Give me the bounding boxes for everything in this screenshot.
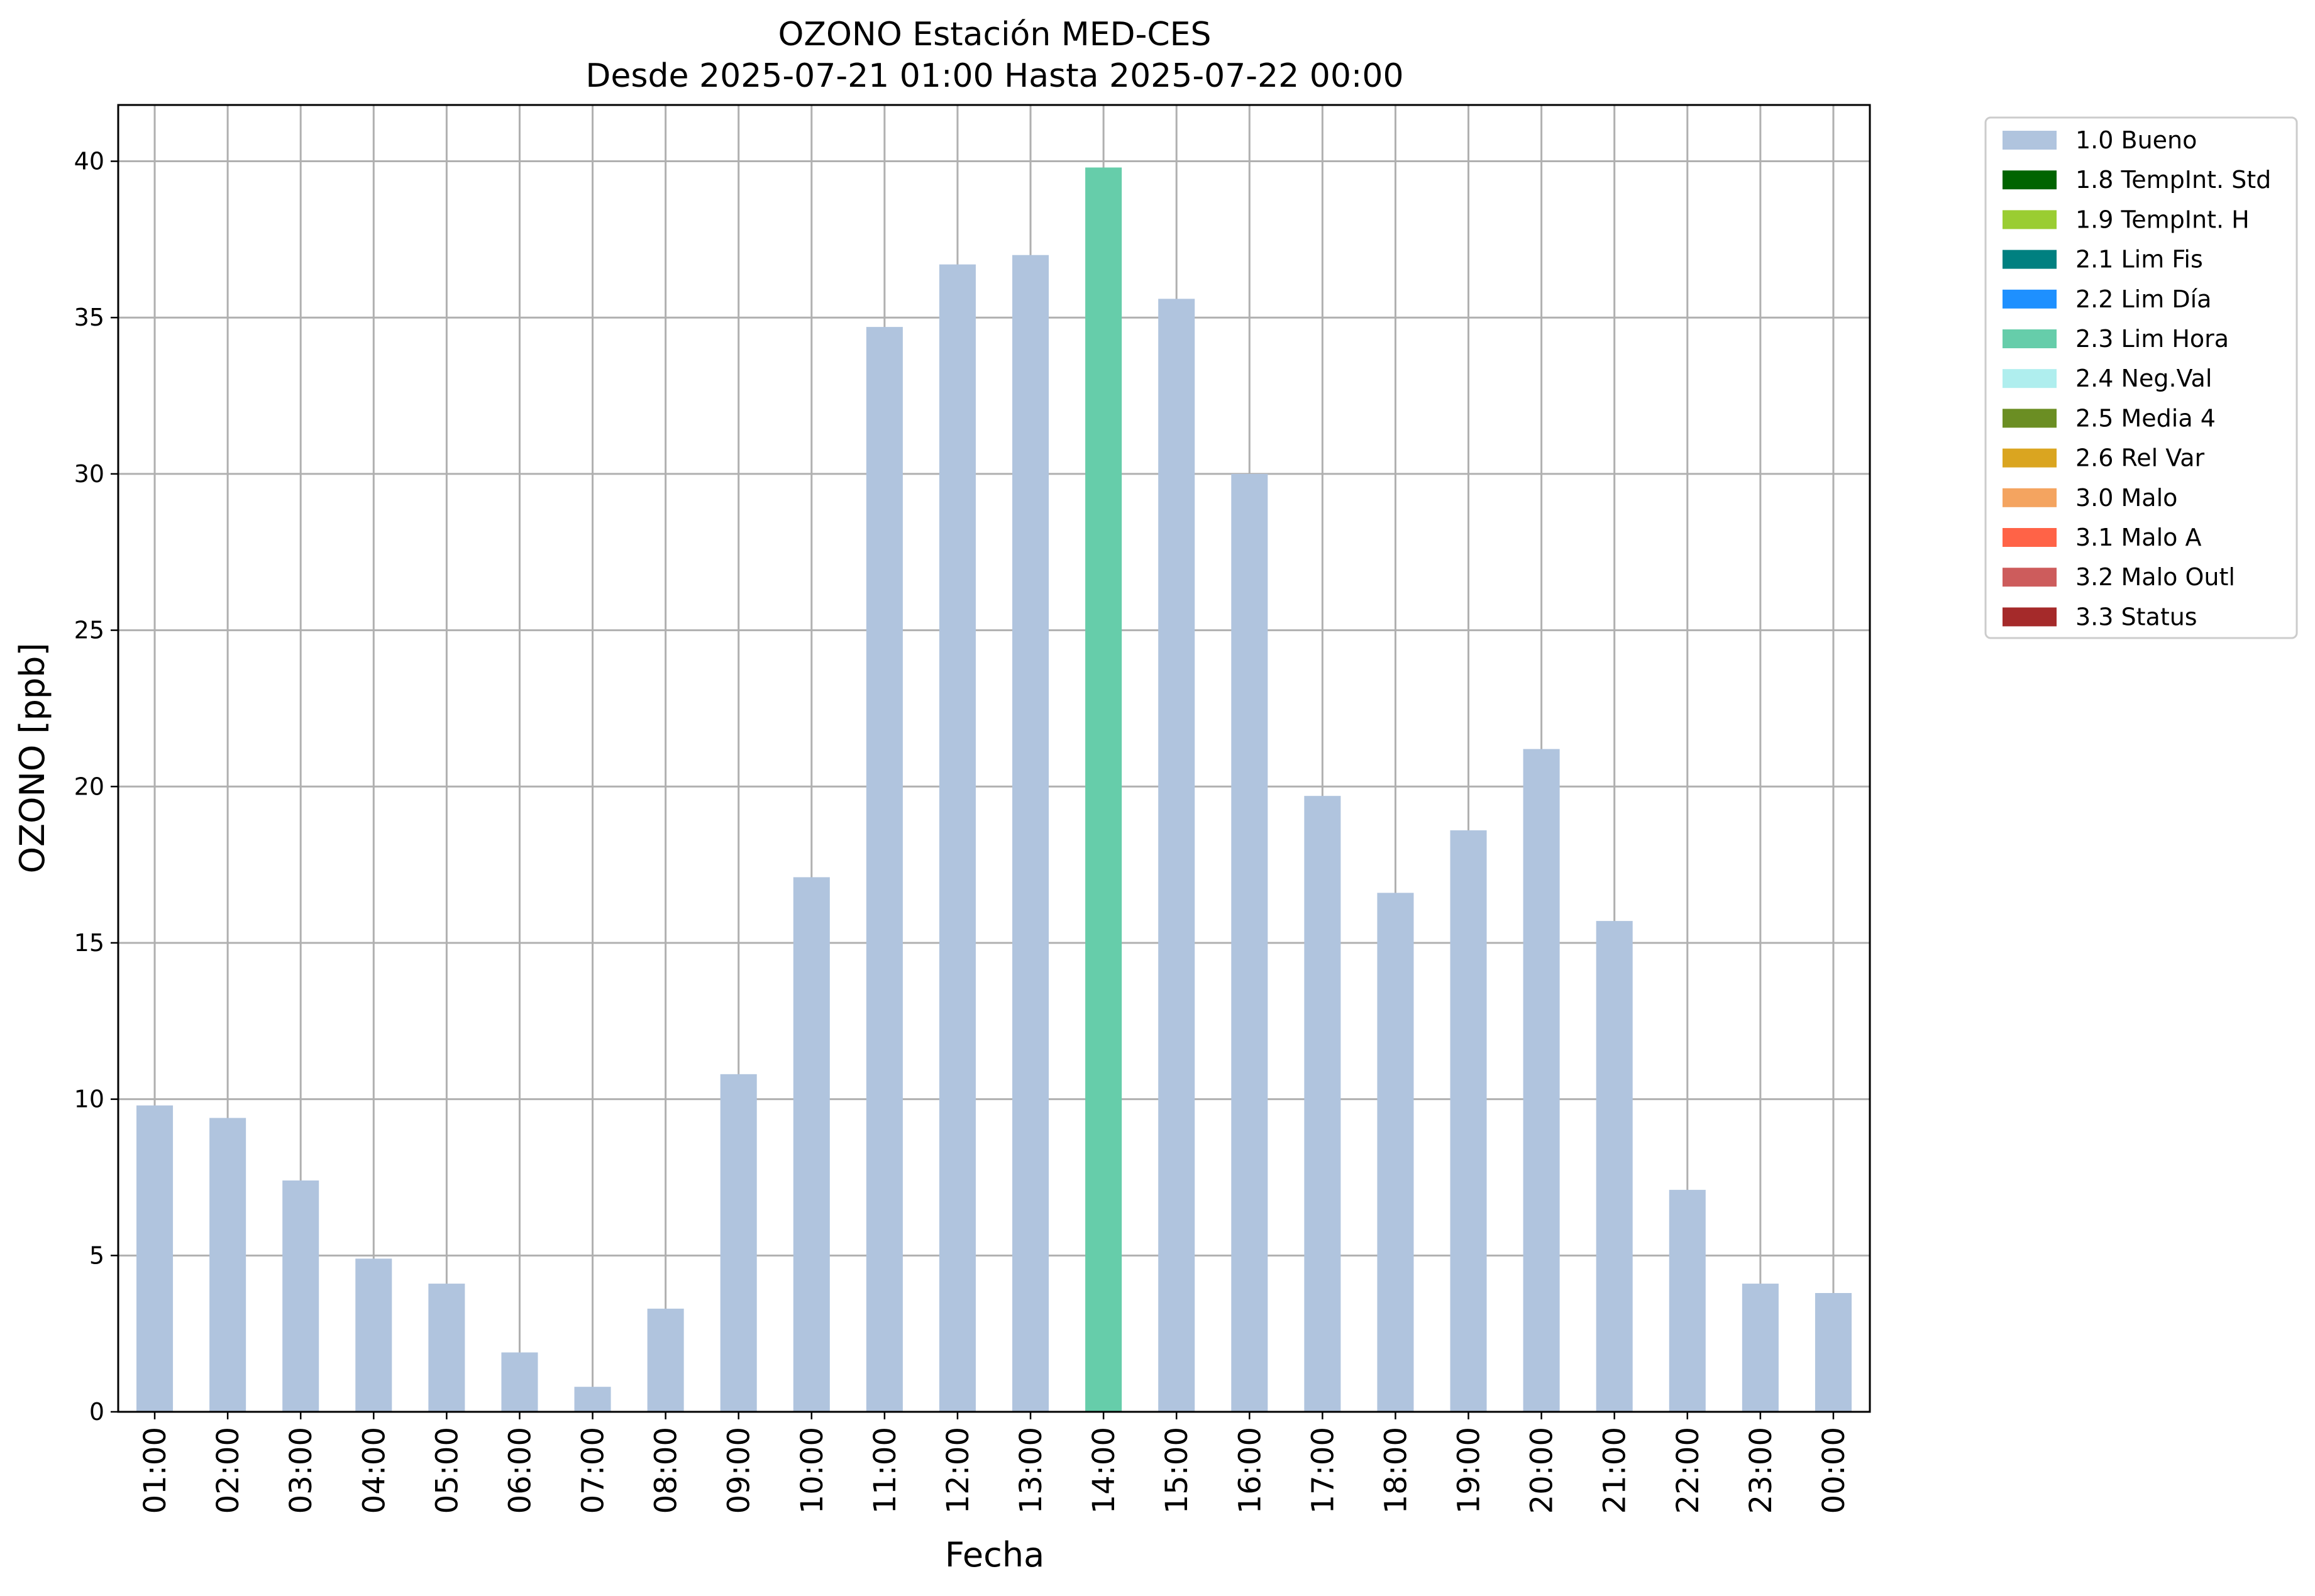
bar — [574, 1387, 611, 1412]
x-tick-label: 10:00 — [795, 1427, 830, 1514]
legend-swatch — [2003, 369, 2057, 388]
x-axis-label: Fecha — [945, 1535, 1044, 1575]
legend-swatch — [2003, 607, 2057, 627]
x-tick-label: 09:00 — [722, 1427, 757, 1514]
bar — [793, 877, 830, 1412]
bars — [136, 167, 1852, 1412]
bar — [1231, 473, 1268, 1412]
legend-frame — [1984, 116, 2298, 639]
legend-label: 3.2 Malo Outl — [2075, 563, 2235, 591]
legend-label: 2.1 Lim Fis — [2075, 246, 2203, 273]
y-tick-label: 30 — [74, 460, 104, 488]
y-axis-label: OZONO [ppb] — [13, 642, 52, 873]
bar — [209, 1118, 246, 1412]
bar — [1450, 830, 1487, 1412]
x-tick-label: 00:00 — [1816, 1427, 1852, 1514]
y-tick-label: 0 — [89, 1398, 104, 1426]
legend-swatch — [2003, 131, 2057, 150]
bar — [1742, 1284, 1779, 1412]
legend-swatch — [2003, 289, 2057, 309]
bar — [1669, 1189, 1706, 1412]
legend-swatch — [2003, 409, 2057, 428]
x-tick-label: 21:00 — [1598, 1427, 1633, 1514]
legend-label: 1.8 TempInt. Std — [2075, 166, 2271, 194]
legend-label: 1.9 TempInt. H — [2075, 206, 2250, 233]
x-tick-label: 17:00 — [1305, 1427, 1340, 1514]
x-tick-label: 12:00 — [941, 1427, 976, 1514]
x-tick-label: 13:00 — [1014, 1427, 1049, 1514]
legend-label: 3.1 Malo A — [2075, 524, 2201, 551]
legend: 1.0 Bueno 1.8 TempInt. Std 1.9 TempInt. H 2… — [1984, 116, 2298, 639]
bar — [939, 264, 976, 1412]
chart-subtitle: Desde 2025-07-21 01:00 Hasta 2025-07-22 … — [585, 57, 1403, 95]
x-tick-label: 19:00 — [1452, 1427, 1487, 1514]
x-tick-label: 16:00 — [1232, 1427, 1268, 1514]
y-tick-label: 25 — [74, 617, 104, 644]
legend-label: 2.4 Neg.Val — [2075, 365, 2212, 392]
x-tick-label: 11:00 — [868, 1427, 903, 1514]
bar — [647, 1308, 684, 1412]
plot-frame — [117, 104, 1871, 1413]
bar — [355, 1258, 392, 1412]
x-axis: 01:00 02:00 03:00 04:00 05:00 06:00 07:00 08:00… — [138, 1412, 1852, 1514]
x-tick-label: 20:00 — [1525, 1427, 1560, 1514]
legend-swatch — [2003, 170, 2057, 190]
chart-title: OZONO Estación MED-CES — [778, 16, 1211, 53]
x-tick-label: 08:00 — [649, 1427, 684, 1514]
legend-swatch — [2003, 568, 2057, 587]
bar — [866, 327, 903, 1412]
bar — [282, 1180, 319, 1412]
legend-label: 1.0 Bueno — [2075, 126, 2197, 154]
bar — [720, 1074, 757, 1412]
x-tick-label: 03:00 — [284, 1427, 319, 1514]
bar — [1596, 921, 1633, 1412]
bar — [501, 1352, 538, 1412]
x-tick-label: 02:00 — [211, 1427, 246, 1514]
y-tick-label: 20 — [74, 773, 104, 800]
legend-label: 3.3 Status — [2075, 603, 2197, 630]
x-tick-label: 15:00 — [1159, 1427, 1195, 1514]
x-tick-label: 04:00 — [356, 1427, 392, 1514]
legend-swatch — [2003, 448, 2057, 468]
x-tick-label: 01:00 — [138, 1427, 173, 1514]
y-tick-label: 35 — [74, 304, 104, 331]
bar — [1815, 1293, 1852, 1412]
bar — [1158, 299, 1195, 1412]
bar — [1085, 167, 1122, 1412]
y-axis: 0 5 10 15 20 25 30 35 40 — [74, 148, 118, 1426]
legend-swatch — [2003, 528, 2057, 547]
legend-swatch — [2003, 329, 2057, 348]
x-tick-label: 06:00 — [502, 1427, 538, 1514]
x-tick-label: 07:00 — [576, 1427, 611, 1514]
bar — [428, 1284, 465, 1412]
bar — [136, 1105, 174, 1412]
legend-swatch — [2003, 250, 2057, 269]
y-tick-label: 40 — [74, 148, 104, 175]
y-tick-label: 10 — [74, 1086, 104, 1113]
legend-label: 2.2 Lim Día — [2075, 285, 2211, 313]
bar — [1377, 893, 1414, 1412]
x-tick-label: 14:00 — [1086, 1427, 1122, 1514]
legend-swatch — [2003, 488, 2057, 507]
bar — [1523, 749, 1560, 1412]
bar — [1304, 796, 1341, 1412]
legend-label: 3.0 Malo — [2075, 484, 2177, 512]
legend-label: 2.3 Lim Hora — [2075, 325, 2229, 353]
legend-label: 2.6 Rel Var — [2075, 444, 2205, 472]
x-tick-label: 23:00 — [1743, 1427, 1779, 1514]
x-tick-label: 05:00 — [429, 1427, 465, 1514]
bar — [1012, 255, 1049, 1412]
legend-swatch — [2003, 210, 2057, 229]
y-tick-label: 15 — [74, 929, 104, 957]
y-tick-label: 5 — [89, 1241, 104, 1269]
x-tick-label: 18:00 — [1378, 1427, 1413, 1514]
legend-label: 2.5 Media 4 — [2075, 404, 2216, 432]
x-tick-label: 22:00 — [1671, 1427, 1706, 1514]
